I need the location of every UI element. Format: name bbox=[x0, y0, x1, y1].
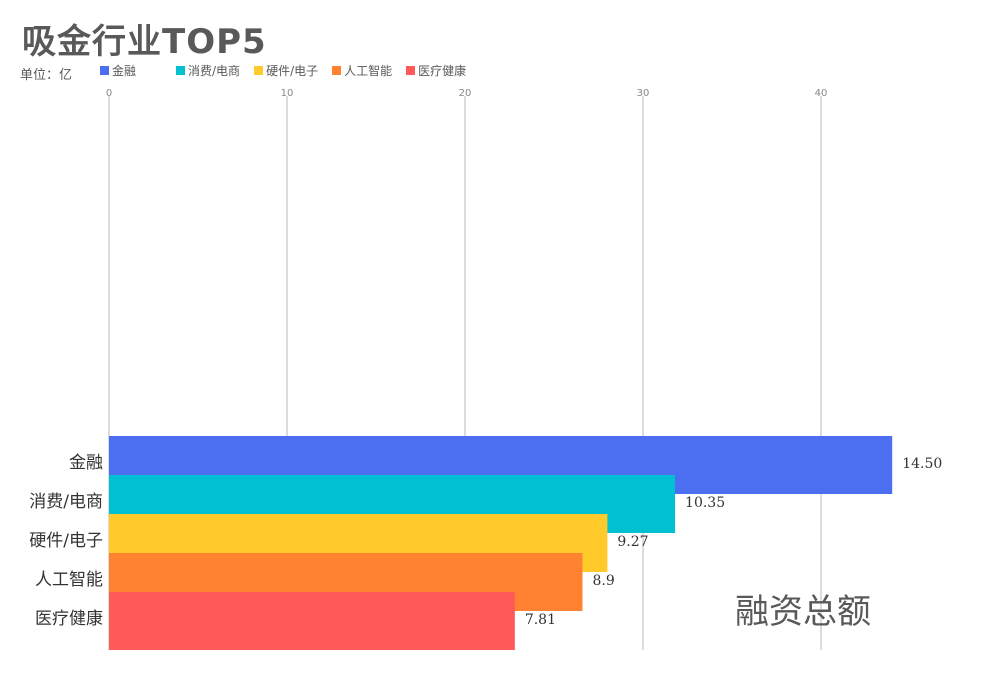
bar bbox=[109, 592, 515, 650]
value-label: 14.50 bbox=[902, 456, 942, 472]
legend-swatch bbox=[100, 66, 109, 75]
legend-item: 金融 bbox=[100, 62, 136, 79]
legend-swatch bbox=[406, 66, 416, 75]
x-tick-label: 20 bbox=[459, 88, 472, 99]
value-label: 8.9 bbox=[592, 573, 614, 589]
legend-item: 人工智能 bbox=[332, 62, 392, 79]
category-label: 医疗健康 bbox=[35, 609, 103, 629]
annotation-text: 融资总额 bbox=[735, 592, 871, 632]
x-tick-label: 10 bbox=[281, 88, 294, 99]
legend-item: 医疗健康 bbox=[406, 62, 466, 79]
legend-label: 人工智能 bbox=[344, 64, 393, 78]
category-label: 金融 bbox=[69, 453, 103, 473]
value-label: 9.27 bbox=[617, 534, 648, 550]
x-tick-label: 40 bbox=[815, 88, 828, 99]
category-label: 消费/电商 bbox=[29, 492, 103, 512]
legend-item: 消费/电商 bbox=[176, 62, 240, 79]
legend-swatch bbox=[332, 66, 342, 75]
category-label: 人工智能 bbox=[35, 570, 103, 590]
category-label: 硬件/电子 bbox=[29, 531, 103, 551]
legend-item: 硬件/电子 bbox=[254, 62, 318, 79]
value-label: 7.81 bbox=[525, 612, 556, 628]
legend-label: 消费/电商 bbox=[188, 64, 241, 78]
legend-swatch bbox=[176, 66, 186, 75]
x-tick-label: 0 bbox=[106, 88, 112, 99]
x-tick-label: 30 bbox=[637, 88, 650, 99]
value-label: 10.35 bbox=[685, 495, 725, 511]
legend-swatch bbox=[254, 66, 264, 75]
legend-label: 硬件/电子 bbox=[266, 64, 319, 78]
chart-title: 吸金行业TOP5 bbox=[22, 22, 267, 62]
legend: 金融 消费/电商 硬件/电子 人工智能 医疗健康 bbox=[100, 62, 480, 79]
legend-label: 医疗健康 bbox=[418, 64, 467, 78]
legend-label: 金融 bbox=[112, 64, 137, 78]
unit-label: 单位：亿 bbox=[20, 68, 73, 83]
